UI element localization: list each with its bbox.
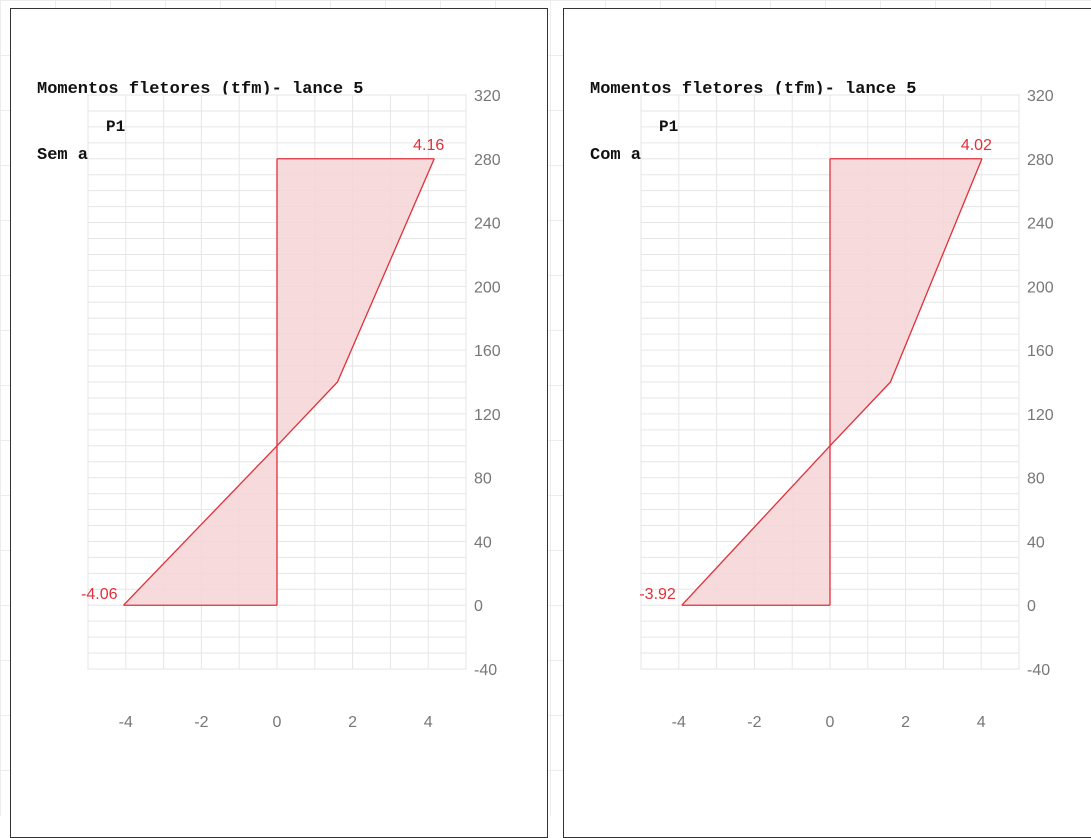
y-tick-label: 280	[1027, 152, 1054, 169]
y-tick-label: 240	[1027, 216, 1054, 233]
y-tick-label: 200	[1027, 279, 1054, 296]
y-tick-label: 120	[474, 407, 501, 424]
y-tick-label: 120	[1027, 407, 1054, 424]
y-tick-label: 240	[474, 216, 501, 233]
data-label: -3.92	[639, 586, 676, 603]
y-tick-label: -40	[1027, 662, 1050, 679]
series-label: P1	[659, 118, 678, 136]
x-tick-label: -2	[747, 714, 761, 731]
y-tick-label: 160	[474, 343, 501, 360]
y-tick-label: 320	[474, 88, 501, 105]
x-tick-label: 2	[348, 714, 357, 731]
x-tick-label: 4	[977, 714, 986, 731]
y-tick-label: 40	[474, 534, 492, 551]
series-label: P1	[106, 118, 125, 136]
y-tick-label: 0	[1027, 598, 1036, 615]
data-label: -4.06	[81, 586, 118, 603]
chart-panel-right: Momentos fletores (tfm)- lance 5 Com apl…	[563, 8, 1091, 838]
y-tick-label: 40	[1027, 534, 1045, 551]
x-tick-label: 4	[424, 714, 433, 731]
y-tick-label: 80	[1027, 471, 1045, 488]
y-tick-label: 160	[1027, 343, 1054, 360]
bending-moment-chart: P14.02-3.92-4004080120160200240280320-4-…	[564, 9, 1091, 825]
x-tick-label: 0	[826, 714, 835, 731]
y-tick-label: 80	[474, 471, 492, 488]
y-tick-label: -40	[474, 662, 497, 679]
data-label: 4.16	[413, 137, 444, 154]
x-tick-label: 0	[273, 714, 282, 731]
y-tick-label: 320	[1027, 88, 1054, 105]
y-tick-label: 0	[474, 598, 483, 615]
data-label: 4.02	[961, 137, 992, 154]
bending-moment-chart: P14.16-4.06-4004080120160200240280320-4-…	[11, 9, 549, 825]
x-tick-label: -4	[672, 714, 686, 731]
y-tick-label: 280	[474, 152, 501, 169]
x-tick-label: -4	[119, 714, 133, 731]
y-tick-label: 200	[474, 279, 501, 296]
x-tick-label: 2	[901, 714, 910, 731]
chart-panel-left: Momentos fletores (tfm)- lance 5 Sem apl…	[10, 8, 548, 838]
x-tick-label: -2	[194, 714, 208, 731]
